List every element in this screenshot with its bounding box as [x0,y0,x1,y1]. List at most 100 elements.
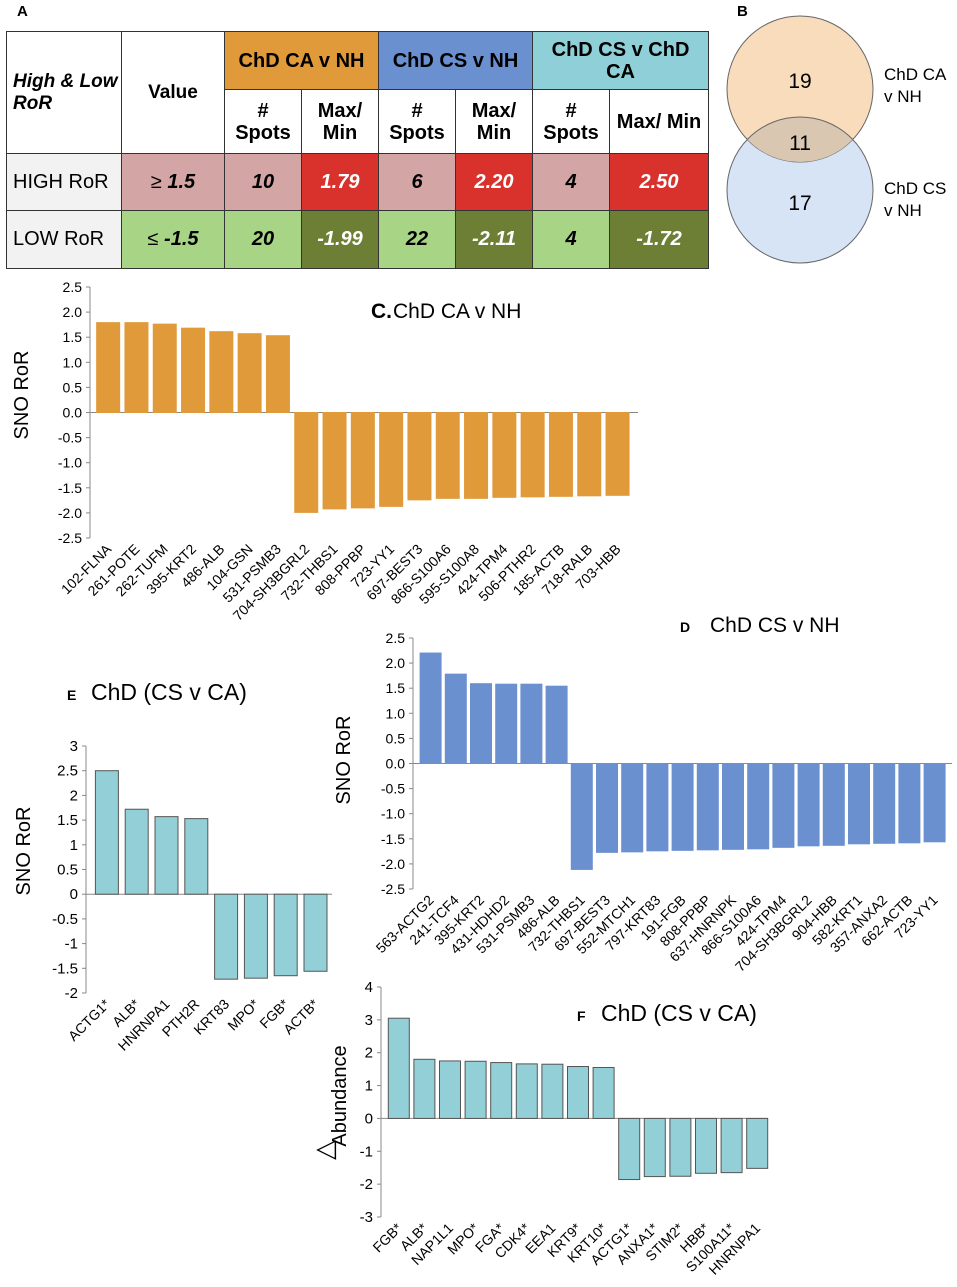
chart-C-panel-letter: C. [371,300,392,323]
chart-C-bar [96,322,121,413]
chart-F-title: ChD (CS v CA) [601,1000,757,1026]
chart-F-tick-label: 2 [365,1045,373,1062]
chart-D-tick-label: 0.0 [386,756,406,772]
chart-E-category-label: MPO* [224,995,262,1033]
chart-C-bar [265,335,290,413]
chart-E-category-label: ACTG1* [65,995,114,1044]
chart-E-tick-label: 2 [70,787,78,804]
chart-D-tick-label: -1.5 [381,831,405,847]
chart-C-bar [548,412,573,497]
chart-C-bar [492,412,517,498]
high-max-csca: 2.50 [609,153,710,211]
table-corner-label: High & Low RoR [6,31,122,154]
chart-F-bar [515,1063,538,1119]
chart-E-tick-label: -1.5 [52,960,78,977]
chart-F-bar [464,1060,487,1119]
chart-D-bar [671,763,694,851]
low-min-cs: -2.11 [454,210,534,269]
chart-E-tick-label: 1.5 [57,812,78,829]
low-spots-cs: 22 [378,210,456,269]
chart-F-bar [541,1063,564,1119]
group-header-cs-v-ca: ChD CS v ChD CA [532,31,710,90]
chart-E-tick-label: 0 [70,886,78,903]
chart-E-bar [243,893,268,979]
chart-D-tick-label: 2.0 [386,655,406,671]
chart-E-tick-label: -1 [65,936,78,953]
chart-E-bar [303,893,328,972]
row-label-high: HIGH RoR [6,153,122,211]
chart-F-delta-symbol: △ [310,1140,340,1160]
sub-header-spots: # Spots [224,89,302,154]
chart-C-tick-label: -0.5 [58,430,82,446]
chart-C-bar [124,322,149,413]
chart-F-tick-label: 3 [365,1012,373,1029]
chart-D-tick-label: 2.5 [386,630,406,646]
chart-C-tick-label: -2.0 [58,505,82,521]
low-min-csca: -1.72 [609,210,710,269]
chart-D-tick-label: -0.5 [381,781,405,797]
chart-C-bar [181,327,206,413]
chart-D-bar [873,763,896,844]
chart-C-tick-label: 0.5 [63,379,83,395]
chart-C-tick-label: 2.0 [63,304,83,320]
chart-F-bar [387,1017,410,1119]
chart-C-tick-label: -2.5 [58,530,82,546]
chart-E-title: ChD (CS v CA) [91,679,247,705]
chart-F-category-label: FGB* [369,1219,405,1255]
chart-D-title: ChD CS v NH [710,614,840,637]
chart-D-bar [621,763,644,853]
venn-label-ca: ChD CA v NH [884,65,947,106]
chart-F-panel-letter: F [577,1008,586,1024]
sub-header-spots: # Spots [378,89,456,154]
chart-F-bar [669,1117,692,1177]
chart-C-bar [294,412,319,513]
chart-D-bar [898,763,921,844]
chart-D-bar [848,763,870,845]
chart-F-bar [618,1117,641,1181]
chart-C-bar [605,412,630,496]
chart-C-bar [577,412,602,497]
low-spots-ca: 20 [224,210,302,269]
chart-D-bar [495,683,518,765]
low-min-ca: -1.99 [301,210,379,269]
chart-F-bar [439,1060,461,1119]
chart-C-tick-label: 2.5 [63,279,83,295]
chart-E-bar [273,893,298,977]
chart-E-tick-label: -0.5 [52,911,78,928]
chart-E-bar [184,818,209,895]
chart-D-bar [470,683,492,765]
chart-E-bar [214,893,239,980]
chart-C-bar [237,333,262,414]
chart-F-tick-label: -2 [360,1176,373,1193]
chart-E-y-label: SNO RoR [13,807,35,896]
chart-E-tick-label: -2 [65,985,78,1002]
chart-D-bar [419,652,442,764]
chart-F-bar [413,1058,436,1119]
row-label-low: LOW RoR [6,210,122,269]
sub-header-maxmin: Max/ Min [609,89,710,154]
high-max-ca: 1.79 [301,153,379,211]
threshold-low: ≤ -1.5 [121,210,225,269]
chart-F-tick-label: 1 [365,1078,373,1095]
chart-C-title: ChD CA v NH [393,300,521,323]
group-header-cs-v-nh: ChD CS v NH [377,31,534,90]
sub-header-spots: # Spots [532,89,611,154]
chart-F-y-label: Abundance [329,1045,351,1146]
chart-E-panel-letter: E [67,687,76,703]
chart-F-bar [643,1117,666,1178]
high-max-cs: 2.20 [454,153,534,211]
chart-C-bar [407,412,432,501]
chart-E-tick-label: 1 [70,837,78,854]
chart-E-tick-label: 0.5 [57,862,78,879]
panel-letter-b: B [737,3,748,20]
chart-C-bar [379,412,404,507]
chart-D-bar [696,763,719,851]
chart-F-bar [695,1117,717,1174]
chart-E-bar [124,808,149,895]
chart-D-tick-label: 1.5 [386,680,406,696]
chart-D-tick-label: -2.0 [381,856,405,872]
chart-D-bar [772,763,795,848]
sub-header-maxmin: Max/ Min [301,89,379,154]
threshold-high: ≥ 1.5 [121,153,225,211]
